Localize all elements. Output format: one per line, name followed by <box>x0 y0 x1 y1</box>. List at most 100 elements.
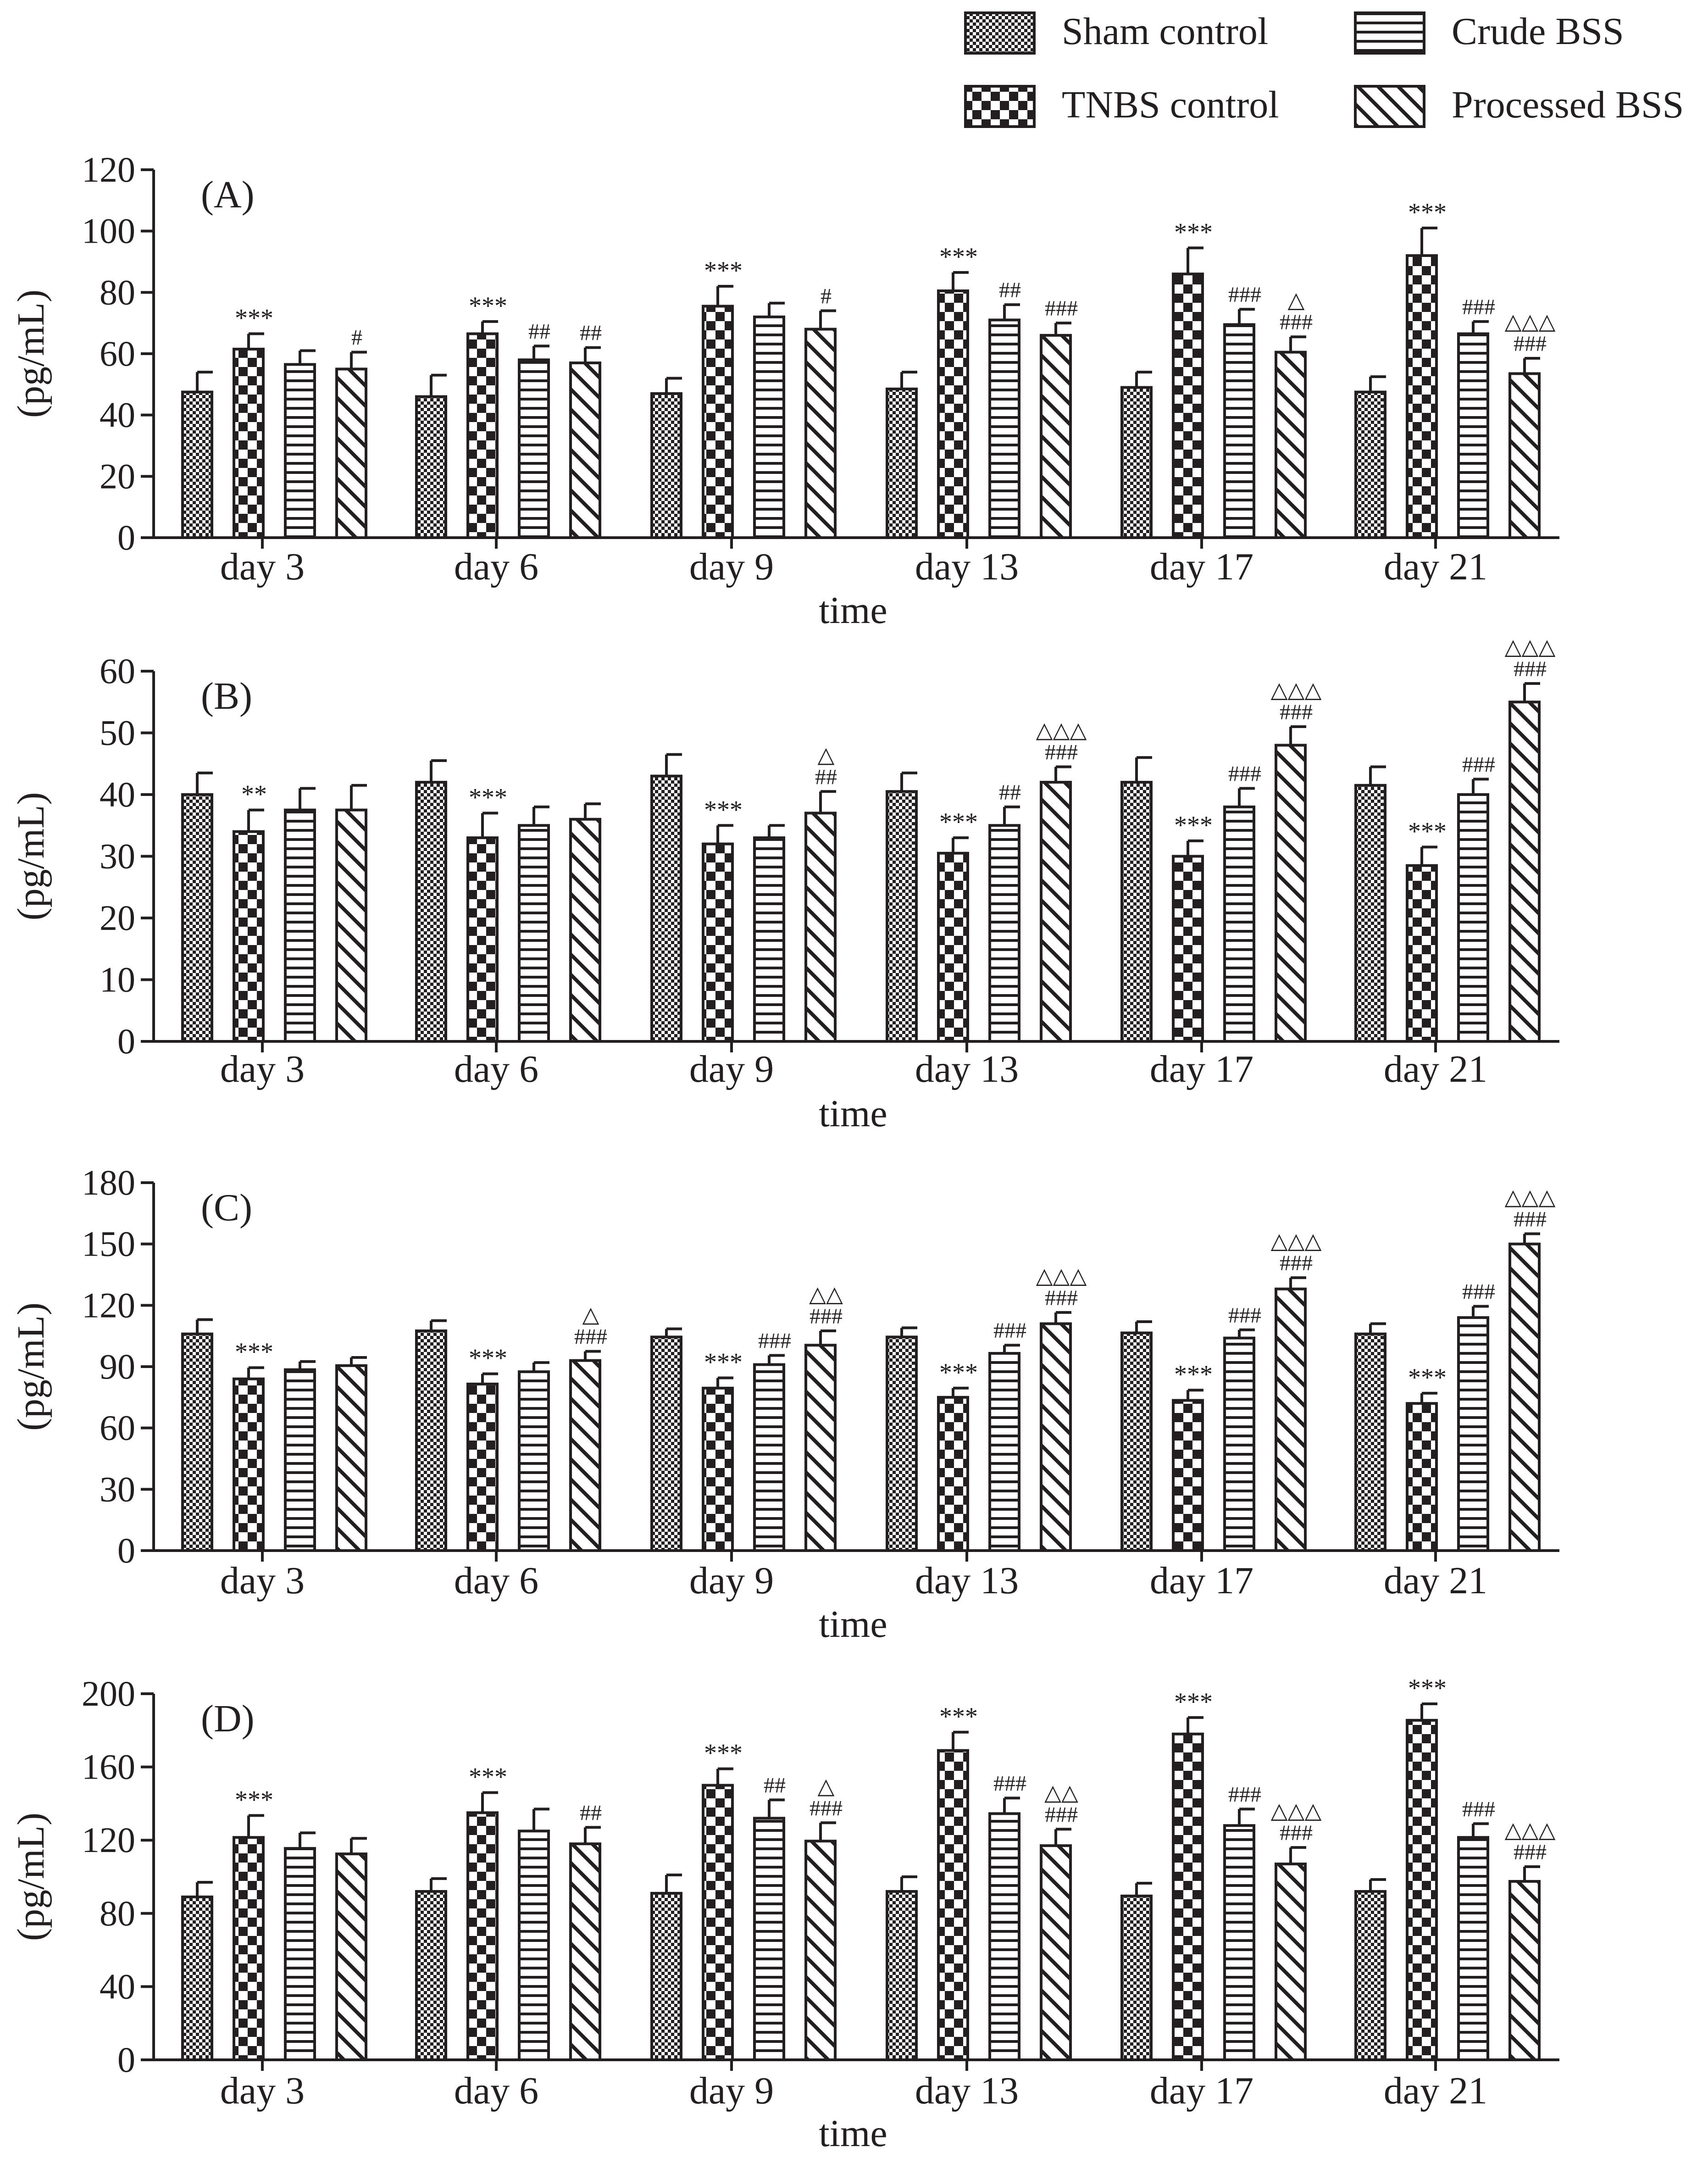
significance-label: △△△ ### <box>1271 1799 1322 1845</box>
significance-label: △ ### <box>1280 288 1313 334</box>
y-tick-label: 80 <box>100 272 135 312</box>
bar-tnbs <box>1172 273 1204 539</box>
y-axis-label: (pg/mL) <box>10 1302 52 1431</box>
significance-label: *** <box>469 292 507 320</box>
y-tick-label: 0 <box>117 1021 135 1061</box>
legend-swatch-sham <box>964 11 1036 55</box>
significance-label: *** <box>469 1763 507 1791</box>
y-tick-label: 80 <box>100 1893 135 1933</box>
panel-label: (C) <box>201 1186 252 1229</box>
y-axis-label: (pg/mL) <box>10 1813 52 1941</box>
bar-processed <box>1275 350 1307 539</box>
bar-sham <box>650 392 682 540</box>
y-tick-label: 60 <box>100 334 135 373</box>
significance-label: ## <box>580 1801 602 1825</box>
significance-label: △△△ ### <box>1036 1264 1087 1310</box>
significance-label: ## <box>580 321 602 345</box>
legend-label: Processed BSS <box>1452 83 1684 126</box>
bar-sham <box>415 1329 447 1552</box>
bar-sham <box>1354 1890 1386 2061</box>
panel-label: (D) <box>201 1697 255 1740</box>
significance-label: ### <box>758 1329 791 1353</box>
bar-crude <box>1223 805 1255 1043</box>
y-tick-label: 20 <box>100 456 135 496</box>
bar-tnbs <box>1406 1719 1438 2061</box>
bar-crude <box>284 363 316 539</box>
x-tick-label: day 9 <box>689 2069 774 2112</box>
x-tick-label: day 6 <box>454 1559 538 1602</box>
y-tick-label: 40 <box>100 395 135 435</box>
significance-label: ### <box>1045 296 1078 321</box>
bar-tnbs <box>1406 254 1438 539</box>
bar-crude <box>518 1370 550 1552</box>
significance-label: △△△ ### <box>1505 1818 1556 1864</box>
significance-label: *** <box>469 783 507 812</box>
bar-tnbs <box>937 289 969 539</box>
significance-label: ## <box>999 780 1021 805</box>
significance-label: △△△ ### <box>1505 635 1556 681</box>
x-tick-label: day 6 <box>454 1048 538 1090</box>
bar-crude <box>988 1352 1020 1552</box>
x-tick-label: day 17 <box>1150 2069 1253 2112</box>
panel-d: 0 40 80 120 160 200 day 3 day 6 day 9 day 13 day 1… <box>10 1674 1559 2155</box>
bar-crude <box>284 1847 316 2062</box>
significance-label: ### <box>1228 762 1261 786</box>
bar-tnbs <box>1172 1732 1204 2061</box>
y-tick-label: 0 <box>117 517 135 557</box>
significance-label: *** <box>939 243 978 271</box>
bar-tnbs <box>937 851 969 1043</box>
panel-b: 0 10 20 30 40 50 60 day 3 day 6 day 9 day 13 day 17… <box>10 635 1559 1135</box>
x-tick-label: day 13 <box>915 1559 1019 1602</box>
significance-label: △ ### <box>810 1774 843 1820</box>
bar-processed <box>804 328 837 539</box>
significance-label: ### <box>993 1318 1026 1343</box>
panel-a: 0 20 40 60 80 100 120 day 3 day 6 day 9 day 13 day … <box>10 150 1559 632</box>
bar-tnbs <box>233 1377 265 1552</box>
bar-sham <box>886 790 918 1043</box>
significance-label: ### <box>1462 1280 1495 1304</box>
y-tick-label: 120 <box>82 1285 135 1325</box>
significance-label: *** <box>704 256 743 285</box>
y-tick-label: 120 <box>82 1820 135 1860</box>
significance-label: △ ## <box>815 743 837 789</box>
bar-sham <box>415 781 447 1043</box>
y-tick-label: 40 <box>100 774 135 814</box>
bar-tnbs <box>702 842 734 1043</box>
y-axis-label: (pg/mL) <box>10 792 52 921</box>
x-tick-label: day 3 <box>220 1048 305 1090</box>
bar-crude <box>753 1817 785 2062</box>
bar-processed <box>335 1364 367 1552</box>
significance-label: ### <box>1462 295 1495 319</box>
bar-sham <box>1354 1332 1386 1552</box>
bar-sham <box>1354 390 1386 540</box>
significance-label: *** <box>939 1702 978 1731</box>
panel-label: (B) <box>201 675 252 717</box>
bar-tnbs <box>466 1811 499 2062</box>
bar-processed <box>335 808 367 1043</box>
y-tick-label: 180 <box>82 1162 135 1202</box>
bar-sham <box>1354 784 1386 1043</box>
bar-processed <box>1508 372 1541 539</box>
legend-label: Sham control <box>1062 10 1268 53</box>
x-axis-label: time <box>819 1603 887 1646</box>
significance-label: *** <box>469 1344 507 1373</box>
bar-sham <box>886 1335 918 1552</box>
bar-sham <box>181 1332 213 1552</box>
significance-label: *** <box>1408 817 1447 845</box>
x-tick-label: day 13 <box>915 545 1019 588</box>
y-tick-label: 30 <box>100 1469 135 1509</box>
significance-label: ** <box>241 780 267 809</box>
y-tick-label: 200 <box>82 1674 135 1713</box>
significance-label: *** <box>939 1358 978 1387</box>
x-tick-label: day 17 <box>1150 1559 1253 1602</box>
bar-sham <box>1120 781 1153 1043</box>
significance-label: ### <box>1228 1782 1261 1807</box>
bar-processed <box>1275 1863 1307 2062</box>
significance-label: *** <box>235 1338 273 1366</box>
bar-sham <box>181 390 213 540</box>
y-tick-label: 20 <box>100 898 135 938</box>
bar-tnbs <box>1172 1399 1204 1552</box>
legend-item: Crude BSS <box>1354 10 1624 55</box>
bar-processed <box>335 1852 367 2061</box>
bar-tnbs <box>1406 1402 1438 1552</box>
